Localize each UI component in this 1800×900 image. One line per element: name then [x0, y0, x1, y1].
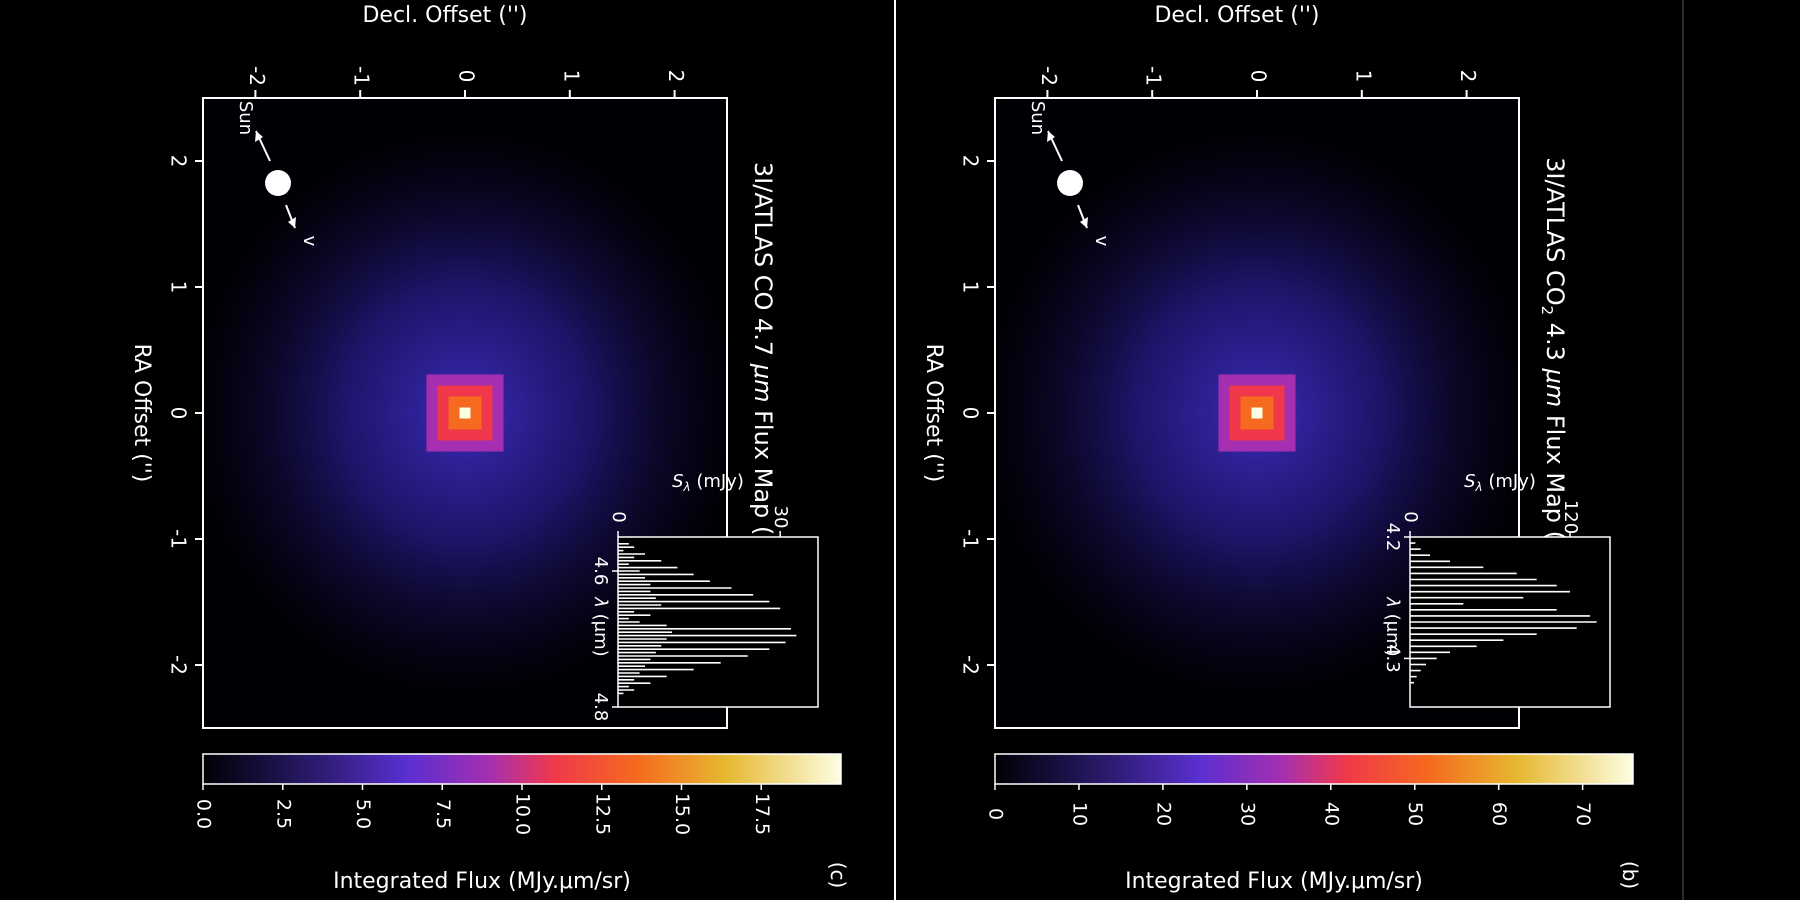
ra-tick-label: 0 [959, 407, 983, 420]
title-mid: 4.3 [1541, 315, 1569, 368]
decl-tick-label: -2 [245, 66, 269, 86]
decl-tick-label: 2 [1456, 70, 1480, 83]
ra-tick-label: 1 [959, 281, 983, 294]
velocity-label: v [299, 236, 320, 247]
ra-tick-label: 2 [959, 155, 983, 168]
inset-wavelength-unit: (μm) [590, 608, 611, 657]
title-unit: μm [1541, 368, 1569, 408]
colorbar-tick-label: 10.0 [512, 793, 534, 835]
decl-tick-label: -1 [1142, 66, 1166, 86]
inset-flux-label: Sλ (mJy) [1464, 471, 1536, 494]
velocity-arrowhead [1080, 217, 1088, 228]
inset-wavelength-label: λ (μm) [1382, 596, 1403, 656]
decl-tick-label: -2 [1037, 66, 1061, 86]
inset-wavelength-unit: (μm) [1382, 608, 1403, 657]
inset-flux-subscript: λ [683, 480, 691, 494]
colorbar-tick-label: 10 [1068, 802, 1090, 826]
colorbar-tick-label: 70 [1572, 802, 1594, 826]
colorbar-tick-label: 15.0 [671, 793, 693, 835]
nucleus-pixel-ring-3 [1251, 407, 1263, 419]
ra-tick-label: -1 [959, 529, 983, 549]
inset-wavelength-tick-label: 4.3 [1382, 644, 1403, 673]
colorbar-tick-label: 50 [1404, 802, 1426, 826]
colorbar-tick-label: 12.5 [591, 793, 613, 835]
inset-wavelength-label: λ (μm) [590, 596, 611, 656]
colorbar-tick-label: 30 [1236, 802, 1258, 826]
colorbar-tick-label: 40 [1320, 802, 1342, 826]
sun-label: Sun [1027, 101, 1048, 135]
ra-tick-label: -1 [167, 529, 191, 549]
sun-arrowhead [255, 131, 263, 142]
inset-flux-label: Sλ (mJy) [672, 471, 744, 494]
decl-tick-label: 1 [1351, 70, 1375, 83]
decl-tick-label: 0 [1247, 70, 1271, 83]
colorbar [994, 753, 1634, 785]
ra-tick-label: 0 [167, 407, 191, 420]
panel-label: (b) [1618, 861, 1642, 889]
nucleus-pixel-ring-3 [459, 407, 471, 419]
ra-tick-label: -2 [167, 655, 191, 675]
decl-tick-label: 0 [455, 70, 479, 83]
colorbar-tick-label: 0.0 [193, 799, 215, 829]
ra-axis-label: RA Offset ('') [921, 344, 946, 483]
coma-region [995, 98, 1519, 728]
decl-tick-label: -1 [350, 66, 374, 86]
nucleus-marker-circle [265, 170, 291, 196]
inset-flux-tick-label: 0 [608, 511, 629, 522]
colorbar-tick-label: 5.0 [352, 799, 374, 829]
colorbar-label: Integrated Flux (MJy.μm/sr) [1125, 869, 1423, 894]
inset-wavelength-symbol: λ [1382, 596, 1403, 608]
colorbar-tick-label: 2.5 [272, 799, 294, 829]
inset-frame [617, 536, 819, 708]
velocity-label: v [1091, 236, 1112, 247]
sun-label: Sun [235, 101, 256, 135]
inset-flux-tick-label: 120 [1560, 500, 1581, 534]
sun-arrowhead [1047, 131, 1055, 142]
decl-tick-label: 1 [559, 70, 583, 83]
ra-tick-label: 2 [167, 155, 191, 168]
inset-flux-subscript: λ [1475, 480, 1483, 494]
inset-wavelength-tick-label: 4.8 [590, 693, 611, 722]
colorbar-tick-label: 17.5 [751, 793, 773, 835]
colorbar-tick-label: 0 [985, 808, 1007, 820]
ra-axis-label: RA Offset ('') [129, 344, 154, 483]
nucleus-marker-circle [1057, 170, 1083, 196]
title-unit: μm [749, 363, 777, 403]
co-flux-map-panel: -2 -1 0 1 2 2 1 0 -1 -2 Decl. Offset ('') RA Offset… [129, 3, 850, 894]
inset-spectrum: 0 304.64.8Sλ (mJy)λ (μm) [590, 471, 819, 722]
inset-flux-unit: (mJy) [691, 471, 744, 492]
decl-axis-label: Decl. Offset ('') [362, 3, 527, 28]
inset-wavelength-symbol: λ [590, 596, 611, 608]
inset-flux-tick-label: 30 [770, 506, 791, 529]
panel-label: (c) [826, 862, 850, 889]
colorbar-label: Integrated Flux (MJy.μm/sr) [333, 869, 631, 894]
coma-region [203, 98, 727, 728]
decl-tick-label: 2 [664, 70, 688, 83]
decl-axis-label: Decl. Offset ('') [1154, 3, 1319, 28]
colorbar-tick-label: 60 [1488, 802, 1510, 826]
title-prefix: 3I/ATLAS CO [1541, 157, 1569, 306]
velocity-arrowhead [288, 217, 296, 228]
inset-flux-symbol: S [672, 471, 683, 492]
inset-flux-symbol: S [1464, 471, 1475, 492]
inset-wavelength-tick-label: 4.6 [590, 557, 611, 586]
ra-tick-label: 1 [167, 281, 191, 294]
inset-flux-unit: (mJy) [1483, 471, 1536, 492]
title-prefix: 3I/ATLAS CO 4.7 [749, 162, 777, 364]
inset-flux-tick-label: 0 [1400, 511, 1421, 522]
title-subscript: 2 [1538, 306, 1556, 316]
colorbar-tick-label: 20 [1152, 802, 1174, 826]
colorbar [202, 753, 842, 785]
colorbar-tick-label: 7.5 [432, 799, 454, 829]
ra-tick-label: -2 [959, 655, 983, 675]
inset-wavelength-tick-label: 4.2 [1382, 523, 1403, 552]
